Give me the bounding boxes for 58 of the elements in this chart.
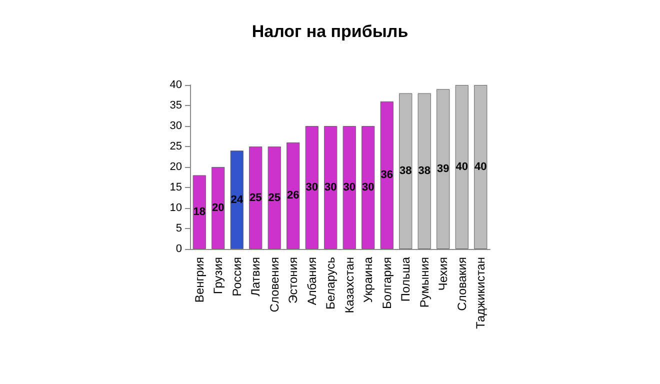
x-tick-label: Латвия (248, 257, 263, 296)
data-label: 20 (212, 202, 224, 214)
x-tick-label: Чехия (436, 257, 450, 291)
x-tick-label: Румыния (417, 257, 432, 308)
bar (418, 93, 431, 249)
y-tick-label: 25 (170, 140, 182, 152)
y-tick-label: 5 (176, 222, 182, 234)
x-tick-label: Польша (398, 256, 413, 302)
data-label: 25 (250, 192, 262, 204)
bar (380, 101, 394, 249)
bar (342, 126, 356, 249)
x-tick-label: Словакия (454, 257, 469, 311)
x-tick-label: Казахстан (342, 257, 356, 314)
data-label: 39 (437, 163, 450, 176)
data-label: 40 (456, 161, 468, 173)
data-label: 30 (343, 182, 356, 194)
data-label: 26 (287, 190, 300, 202)
bar (399, 93, 412, 249)
data-label: 30 (362, 182, 374, 194)
data-label: 40 (474, 161, 487, 173)
y-tick-label: 35 (170, 100, 182, 112)
x-tick-label: Словения (267, 257, 282, 312)
y-tick-label: 10 (170, 202, 182, 214)
x-tick-label: Болгария (380, 257, 394, 309)
bar (474, 85, 488, 249)
y-tick-label: 15 (170, 182, 182, 194)
bar (192, 175, 206, 249)
x-tick-label: Таджикистан (474, 257, 488, 329)
x-tick-label: Албания (304, 257, 319, 306)
chart-title: Налог на прибыль (252, 22, 408, 41)
x-tick-label: Эстония (286, 257, 300, 304)
bar (455, 85, 468, 249)
bar (436, 89, 450, 249)
data-label: 18 (193, 206, 206, 218)
x-tick-label: Украина (361, 256, 376, 303)
x-tick-label: Грузия (211, 257, 226, 294)
x-tick-label: Венгрия (192, 257, 206, 303)
y-tick-label: 30 (170, 120, 182, 132)
bar (324, 126, 338, 249)
bar (286, 142, 300, 249)
data-label: 30 (324, 182, 337, 194)
data-label: 36 (380, 169, 393, 182)
bar (362, 126, 375, 249)
y-tick-label: 20 (170, 161, 182, 173)
x-tick-label: Россия (230, 257, 244, 296)
x-tick-label: Беларусь (324, 257, 338, 310)
data-label: 25 (268, 192, 280, 204)
y-tick-label: 40 (170, 79, 182, 91)
bar (249, 146, 262, 249)
bar (305, 126, 318, 249)
data-label: 30 (306, 182, 318, 194)
bar (212, 167, 225, 249)
data-label: 38 (418, 165, 430, 178)
data-label: 38 (400, 165, 412, 178)
data-label: 24 (230, 194, 244, 206)
bar (268, 146, 281, 249)
y-tick-label: 0 (176, 243, 182, 255)
bar (230, 150, 244, 249)
